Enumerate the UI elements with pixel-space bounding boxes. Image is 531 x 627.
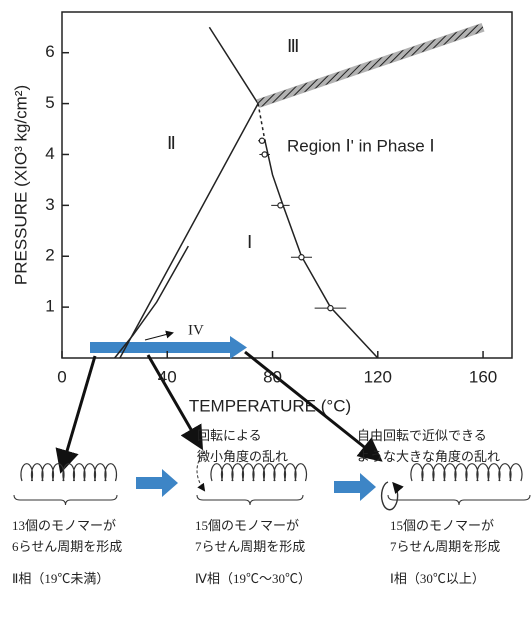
y-tick-label: 5 [45,93,54,112]
region-label: Ⅰ [247,232,252,252]
arrow [55,355,97,474]
x-tick-label: 160 [469,367,497,386]
helix [20,463,118,482]
y-tick-label: 1 [45,297,54,316]
y-tick-label: 6 [45,42,54,61]
note: 回転による [197,428,262,443]
note: 微小角度の乱れ [197,449,288,464]
phase-boundary [114,245,189,359]
temp-arrow-head [230,336,247,359]
region-label: Ⅲ [287,36,299,56]
arrow [146,354,204,451]
data-point [277,202,284,209]
note: 自由回転で近似できる [357,428,487,443]
helix [210,463,308,482]
phase-boundary [256,23,485,108]
region-label: Region Ⅰ' in Phase Ⅰ [287,136,434,155]
rotation-arrow [196,451,206,492]
caption: 7らせん周期を形成 [195,539,305,554]
x-axis-title: TEMPERATURE (°C) [189,396,351,415]
temp-arrow [90,342,230,353]
iv-arrow [144,330,174,341]
y-tick-label: 3 [45,195,54,214]
phase-boundary [119,103,259,359]
data-point [298,254,305,261]
rotation-arrow [380,481,404,511]
caption: 15個のモノマーが [195,518,299,533]
caption: 6らせん周期を形成 [12,539,122,554]
data-point [327,304,334,312]
phase-label: Ⅱ相（19℃未満） [12,571,109,586]
phase-boundary [257,103,266,140]
note: ような大きな角度の乱れ [357,449,500,464]
x-tick-label: 80 [263,367,282,386]
phase-label: Ⅰ相（30℃以上） [390,571,485,586]
x-tick-label: 120 [364,367,392,386]
phase-boundary-edge [256,23,485,108]
caption: 15個のモノマーが [390,518,494,533]
arrow [244,350,383,462]
x-tick-label: 40 [158,367,177,386]
data-point [258,137,266,144]
phase-boundary [263,139,379,359]
brace [13,494,118,506]
step-arrow [334,473,376,501]
plot-frame [61,11,513,359]
y-tick-label: 4 [45,144,54,163]
y-axis-title: PRESSURE (XIO³ kg/cm²) [11,85,30,285]
x-tick-label: 0 [57,367,66,386]
helix [410,463,523,482]
data-point [261,151,268,158]
y-tick-label: 2 [45,246,54,265]
caption: 13個のモノマーが [12,518,116,533]
brace [387,494,531,506]
phase-label: Ⅳ相（19℃～30℃） [195,571,311,586]
step-arrow [136,469,178,497]
phase-boundary [208,26,259,104]
region-label: Ⅱ [167,133,176,153]
region-label: IV [188,322,204,338]
brace [196,494,304,506]
caption: 7らせん周期を形成 [390,539,500,554]
